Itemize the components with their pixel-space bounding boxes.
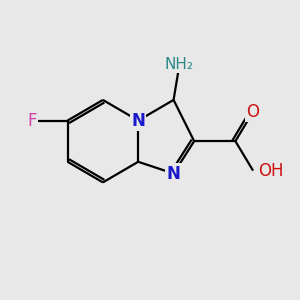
Text: N: N <box>167 165 181 183</box>
Text: O: O <box>247 103 260 121</box>
Text: F: F <box>28 112 37 130</box>
Text: NH₂: NH₂ <box>165 57 194 72</box>
Text: OH: OH <box>258 162 284 180</box>
Text: N: N <box>131 112 145 130</box>
